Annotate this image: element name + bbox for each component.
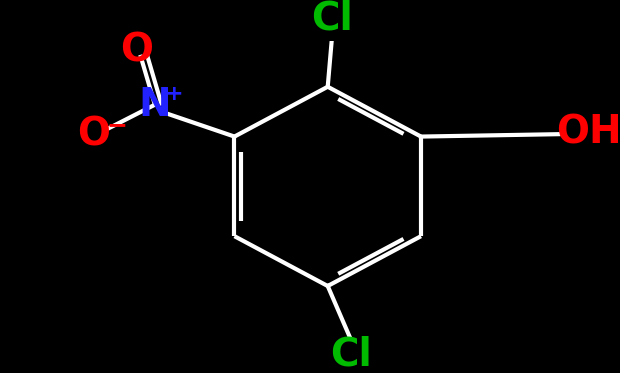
Text: −: − — [106, 113, 127, 137]
Text: O: O — [78, 116, 110, 154]
Text: N: N — [138, 86, 171, 124]
Text: Cl: Cl — [311, 0, 353, 37]
Text: Cl: Cl — [330, 336, 372, 373]
Text: OH: OH — [556, 114, 620, 151]
Text: +: + — [164, 84, 183, 104]
Text: O: O — [120, 31, 153, 69]
